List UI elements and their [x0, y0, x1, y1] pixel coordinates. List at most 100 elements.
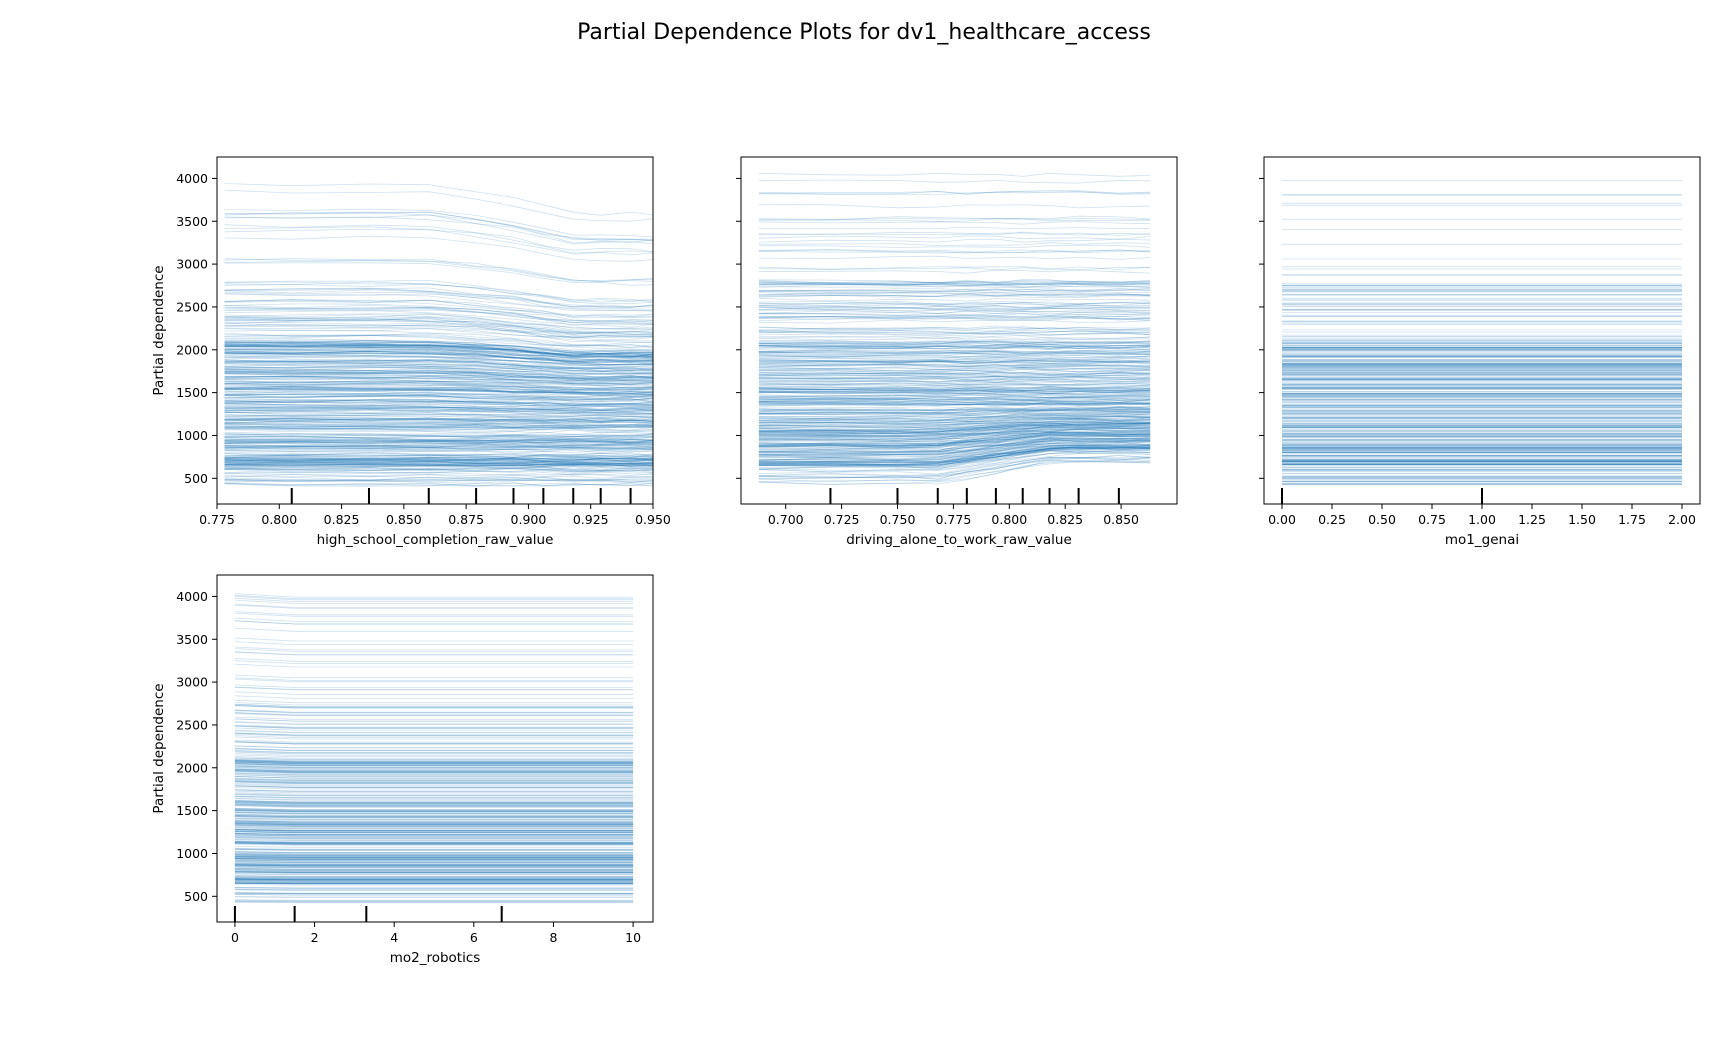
ice-line — [758, 433, 1151, 449]
ice-line — [224, 343, 653, 358]
ice-line — [224, 414, 653, 419]
ice-line — [234, 599, 634, 604]
ice-line — [758, 432, 1151, 447]
ice-line — [758, 249, 1151, 254]
ice-line — [758, 423, 1151, 435]
ice-line — [234, 833, 634, 835]
ice-line — [234, 848, 634, 851]
ice-line — [224, 402, 653, 408]
ice-line — [234, 883, 634, 885]
ice-line — [234, 736, 634, 740]
ice-line — [224, 378, 653, 387]
ice-line — [758, 402, 1151, 406]
ice-line — [758, 331, 1151, 336]
ice-line — [224, 380, 653, 390]
ice-line — [234, 815, 634, 818]
ice-line — [758, 455, 1151, 479]
ice-line — [758, 255, 1151, 260]
x-tick-label: 6 — [470, 930, 478, 945]
ice-line — [224, 350, 653, 362]
ice-line — [758, 352, 1151, 356]
ice-line — [234, 870, 634, 872]
ice-line — [234, 802, 634, 805]
ice-line — [224, 316, 653, 334]
ice-line — [234, 770, 634, 773]
x-tick-label: 10 — [625, 930, 641, 945]
ice-line — [224, 442, 653, 447]
ice-line — [758, 354, 1151, 359]
ice-line — [234, 880, 634, 882]
ice-line — [224, 476, 653, 481]
ice-line — [234, 766, 634, 770]
ice-line — [234, 853, 634, 855]
ice-line — [758, 401, 1151, 406]
ice-line — [758, 371, 1151, 376]
ice-line — [758, 351, 1151, 354]
ice-line — [224, 400, 653, 408]
ice-line — [758, 367, 1151, 372]
ice-line — [758, 433, 1151, 448]
ice-line — [234, 815, 634, 818]
ice-line — [234, 770, 634, 773]
ice-line — [234, 882, 634, 884]
ice-line — [234, 883, 634, 885]
ice-line — [224, 352, 653, 365]
ice-line — [758, 425, 1151, 437]
ice-line — [224, 459, 653, 464]
ice-line — [758, 407, 1151, 414]
ice-line — [234, 713, 634, 717]
ice-line — [234, 810, 634, 813]
ice-line — [224, 458, 653, 463]
ice-line — [758, 288, 1151, 292]
ice-line — [758, 360, 1151, 365]
ice-line — [224, 384, 653, 391]
ice-line — [234, 627, 634, 632]
ice-line — [224, 387, 653, 396]
ice-line — [758, 311, 1151, 317]
ice-line — [758, 289, 1151, 294]
ice-line — [758, 359, 1151, 364]
ice-line — [758, 446, 1151, 466]
ice-line — [234, 761, 634, 764]
ice-line — [758, 409, 1151, 416]
ice-line — [234, 785, 634, 789]
ice-line — [758, 294, 1151, 298]
ice-line — [224, 462, 653, 468]
ice-line — [758, 422, 1151, 434]
ice-line — [758, 292, 1151, 296]
ice-line — [224, 381, 653, 390]
ice-line — [234, 778, 634, 782]
ice-line — [234, 879, 634, 881]
ice-line — [224, 366, 653, 378]
ice-line — [758, 425, 1151, 437]
ice-line — [758, 398, 1151, 403]
ice-line — [758, 431, 1151, 443]
ice-line — [758, 433, 1151, 449]
ice-line — [758, 344, 1151, 348]
ice-line — [224, 317, 653, 335]
ice-line — [224, 367, 653, 378]
ice-line — [758, 372, 1151, 376]
ice-line — [234, 812, 634, 815]
ice-line — [234, 871, 634, 873]
ice-line — [224, 444, 653, 449]
ice-line — [758, 422, 1151, 435]
ice-line — [224, 307, 653, 325]
ice-line — [224, 462, 653, 467]
ice-line — [224, 448, 653, 452]
ice-line — [224, 433, 653, 438]
ice-line — [234, 695, 634, 699]
ice-line — [758, 391, 1151, 396]
ice-line — [224, 459, 653, 463]
ice-line — [224, 418, 653, 423]
ice-line — [758, 434, 1151, 450]
ice-line — [758, 446, 1151, 463]
ice-line — [224, 352, 653, 366]
ice-line — [234, 823, 634, 826]
ice-line — [758, 410, 1151, 418]
ice-line — [224, 466, 653, 472]
ice-line — [234, 843, 634, 846]
ice-line — [224, 423, 653, 427]
ice-line — [224, 421, 653, 426]
ice-line — [224, 424, 653, 429]
